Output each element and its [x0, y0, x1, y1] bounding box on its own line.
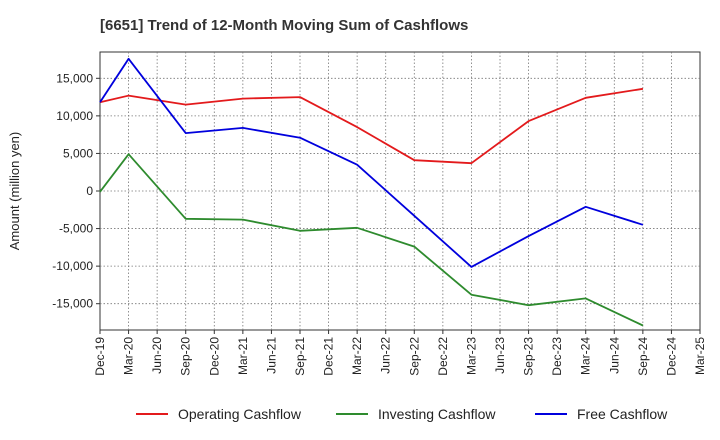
x-tick-label: Jun-24 [607, 337, 621, 374]
y-tick-label: -10,000 [52, 259, 93, 273]
x-tick-label: Jun-21 [264, 337, 278, 374]
x-tick-label: Mar-21 [236, 337, 250, 375]
legend-label: Investing Cashflow [378, 406, 496, 422]
y-axis-label: Amount (million yen) [7, 132, 22, 251]
x-tick-label: Dec-21 [322, 337, 336, 376]
y-tick-label: 10,000 [56, 109, 93, 123]
x-tick-label: Dec-19 [93, 337, 107, 376]
legend: Operating Cashflow Investing Cashflow Free… [136, 406, 668, 422]
x-tick-label: Jun-22 [379, 337, 393, 374]
series-line [99, 57, 644, 268]
x-tick-label: Dec-24 [664, 337, 678, 376]
grid-lines [100, 52, 700, 330]
series-lines [99, 57, 644, 327]
x-tick-label: Sep-22 [407, 337, 421, 376]
y-tick-label: -15,000 [52, 297, 93, 311]
x-tick-label: Dec-20 [207, 337, 221, 376]
legend-label: Free Cashflow [577, 406, 668, 422]
y-axis-ticks: 15,000 10,000 5,000 0 -5,000 -10,000 -15,000 [52, 71, 100, 311]
x-tick-label: Sep-21 [293, 337, 307, 376]
y-tick-label: 0 [86, 184, 93, 198]
x-tick-label: Jun-20 [150, 337, 164, 374]
x-tick-label: Mar-20 [122, 337, 136, 375]
x-tick-label: Dec-23 [550, 337, 564, 376]
series-line [99, 153, 644, 327]
y-tick-label: -5,000 [59, 222, 93, 236]
x-tick-label: Jun-23 [493, 337, 507, 374]
x-tick-label: Mar-24 [579, 337, 593, 375]
x-tick-label: Sep-23 [522, 337, 536, 376]
chart-title: [6651] Trend of 12-Month Moving Sum of C… [100, 17, 468, 34]
x-tick-label: Mar-22 [350, 337, 364, 375]
x-tick-label: Sep-24 [636, 337, 650, 376]
x-tick-label: Dec-22 [436, 337, 450, 376]
y-tick-label: 5,000 [63, 146, 93, 160]
x-axis-ticks: Dec-19 Mar-20 Jun-20 Sep-20 Dec-20 Mar-21 Jun-… [93, 330, 707, 376]
legend-label: Operating Cashflow [178, 406, 302, 422]
x-tick-label: Mar-25 [693, 337, 707, 375]
series-line [99, 87, 644, 165]
plot-frame [99, 51, 701, 331]
x-tick-label: Mar-23 [464, 337, 478, 375]
y-tick-label: 15,000 [56, 71, 93, 85]
plot-area [99, 51, 701, 331]
x-tick-label: Sep-20 [179, 337, 193, 376]
